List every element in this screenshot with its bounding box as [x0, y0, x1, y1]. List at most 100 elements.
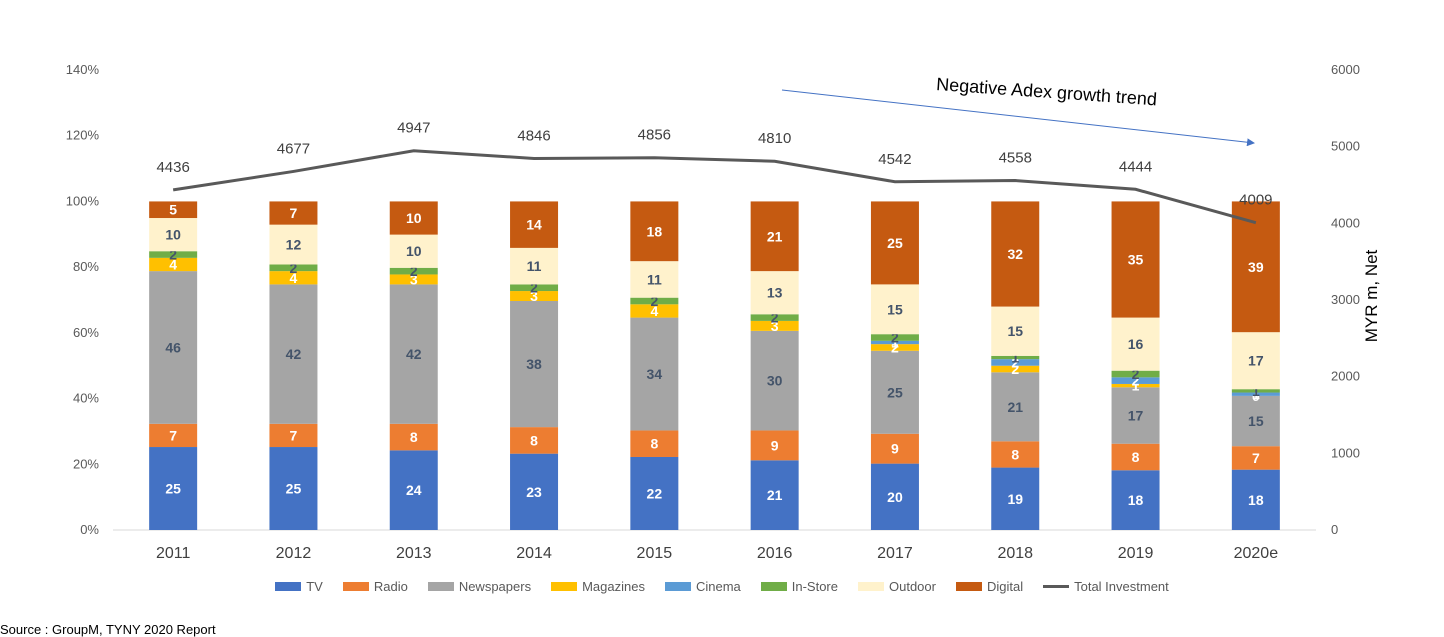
data-label-radio: 8	[410, 429, 418, 445]
data-label-outdoor: 10	[406, 243, 422, 259]
legend-item-radio: Radio	[343, 579, 408, 594]
data-label-digital: 18	[647, 223, 663, 239]
data-label-digital: 39	[1248, 259, 1264, 275]
category-tick-label: 2011	[156, 545, 191, 562]
category-tick-label: 2012	[276, 545, 312, 562]
left-axis-tick-label: 0%	[80, 522, 99, 537]
data-label-tv: 18	[1128, 492, 1144, 508]
category-tick-label: 2015	[637, 545, 673, 562]
data-label-newspapers: 25	[887, 384, 903, 400]
data-label-radio: 8	[650, 436, 658, 452]
total-investment-label: 4810	[758, 130, 791, 147]
data-label-radio: 8	[1132, 449, 1140, 465]
total-investment-label: 4846	[517, 127, 550, 144]
data-label-tv: 19	[1007, 491, 1023, 507]
total-investment-label: 4436	[156, 159, 189, 176]
data-label-digital: 21	[767, 228, 783, 244]
category-tick-label: 2013	[396, 545, 432, 562]
left-axis-tick-label: 120%	[66, 128, 100, 143]
legend-swatch	[275, 582, 301, 591]
data-label-outdoor: 12	[286, 237, 302, 253]
data-label-radio: 9	[771, 437, 779, 453]
right-axis-label: MYR m, Net	[1362, 250, 1382, 343]
data-label-digital: 25	[887, 235, 903, 251]
data-label-tv: 22	[647, 485, 663, 501]
data-label-outdoor: 16	[1128, 336, 1144, 352]
right-axis-tick-label: 0	[1331, 522, 1338, 537]
data-label-radio: 9	[891, 441, 899, 457]
data-label-outdoor: 11	[647, 271, 662, 287]
legend-item-digital: Digital	[956, 579, 1023, 594]
legend-label: In-Store	[792, 579, 838, 594]
data-label-newspapers: 30	[767, 373, 783, 389]
right-axis-tick-label: 1000	[1331, 445, 1360, 460]
data-label-outdoor: 15	[1007, 323, 1023, 339]
data-label-digital: 5	[169, 202, 177, 218]
legend-swatch	[551, 582, 577, 591]
data-label-outdoor: 15	[887, 301, 903, 317]
data-label-outdoor: 13	[767, 285, 783, 301]
left-axis-tick-label: 60%	[73, 325, 99, 340]
data-label-digital: 32	[1007, 246, 1023, 262]
data-label-tv: 23	[526, 484, 542, 500]
legend-label: Digital	[987, 579, 1023, 594]
legend-item-outdoor: Outdoor	[858, 579, 936, 594]
right-axis-tick-label: 3000	[1331, 292, 1360, 307]
legend-swatch	[343, 582, 369, 591]
right-axis-tick-label: 4000	[1331, 215, 1360, 230]
right-axis-tick-label: 5000	[1331, 139, 1360, 154]
left-axis-tick-label: 100%	[66, 193, 100, 208]
data-label-newspapers: 21	[1007, 399, 1023, 415]
data-label-radio: 7	[169, 427, 177, 443]
legend-swatch	[956, 582, 982, 591]
data-label-outdoor: 10	[165, 227, 181, 243]
category-tick-label: 2017	[877, 545, 913, 562]
legend-swatch	[761, 582, 787, 591]
total-investment-label: 4542	[878, 151, 911, 168]
data-label-digital: 7	[290, 205, 298, 221]
data-label-tv: 25	[286, 481, 302, 497]
total-investment-label: 4856	[638, 127, 671, 144]
left-axis-tick-label: 40%	[73, 391, 99, 406]
total-investment-label: 4444	[1119, 158, 1152, 175]
legend-item-in-store: In-Store	[761, 579, 838, 594]
data-label-newspapers: 42	[286, 346, 302, 362]
data-label-tv: 25	[165, 481, 181, 497]
data-label-newspapers: 42	[406, 346, 422, 362]
data-label-digital: 10	[406, 210, 422, 226]
left-axis-tick-label: 140%	[66, 62, 100, 77]
data-label-radio: 7	[290, 427, 298, 443]
right-axis-tick-label: 6000	[1331, 62, 1360, 77]
category-tick-label: 2016	[757, 545, 793, 562]
data-label-digital: 14	[526, 217, 542, 233]
data-label-radio: 7	[1252, 450, 1260, 466]
total-investment-label: 4677	[277, 140, 310, 157]
legend-item-total-investment: Total Investment	[1043, 579, 1169, 594]
right-axis-tick-label: 2000	[1331, 369, 1360, 384]
data-label-newspapers: 17	[1128, 407, 1144, 423]
category-tick-label: 2014	[516, 545, 552, 562]
legend-label: Outdoor	[889, 579, 936, 594]
data-label-digital: 35	[1128, 252, 1144, 268]
data-label-radio: 8	[1011, 446, 1019, 462]
data-label-newspapers: 46	[165, 339, 181, 355]
data-label-radio: 8	[530, 432, 538, 448]
total-investment-label: 4947	[397, 120, 430, 137]
category-tick-label: 2018	[997, 545, 1033, 562]
legend-label: Cinema	[696, 579, 741, 594]
legend-label: Radio	[374, 579, 408, 594]
category-tick-label: 2019	[1118, 545, 1154, 562]
data-label-tv: 21	[767, 487, 783, 503]
legend-item-cinema: Cinema	[665, 579, 741, 594]
legend-item-newspapers: Newspapers	[428, 579, 531, 594]
legend-item-magazines: Magazines	[551, 579, 645, 594]
left-axis-tick-label: 20%	[73, 456, 99, 471]
total-investment-label: 4558	[999, 150, 1032, 167]
category-tick-label: 2020e	[1234, 545, 1279, 562]
legend-swatch	[665, 582, 691, 591]
legend-label: Total Investment	[1074, 579, 1169, 594]
total-investment-line	[173, 151, 1256, 223]
data-label-tv: 18	[1248, 492, 1264, 508]
data-label-newspapers: 15	[1248, 413, 1264, 429]
legend-label: Magazines	[582, 579, 645, 594]
